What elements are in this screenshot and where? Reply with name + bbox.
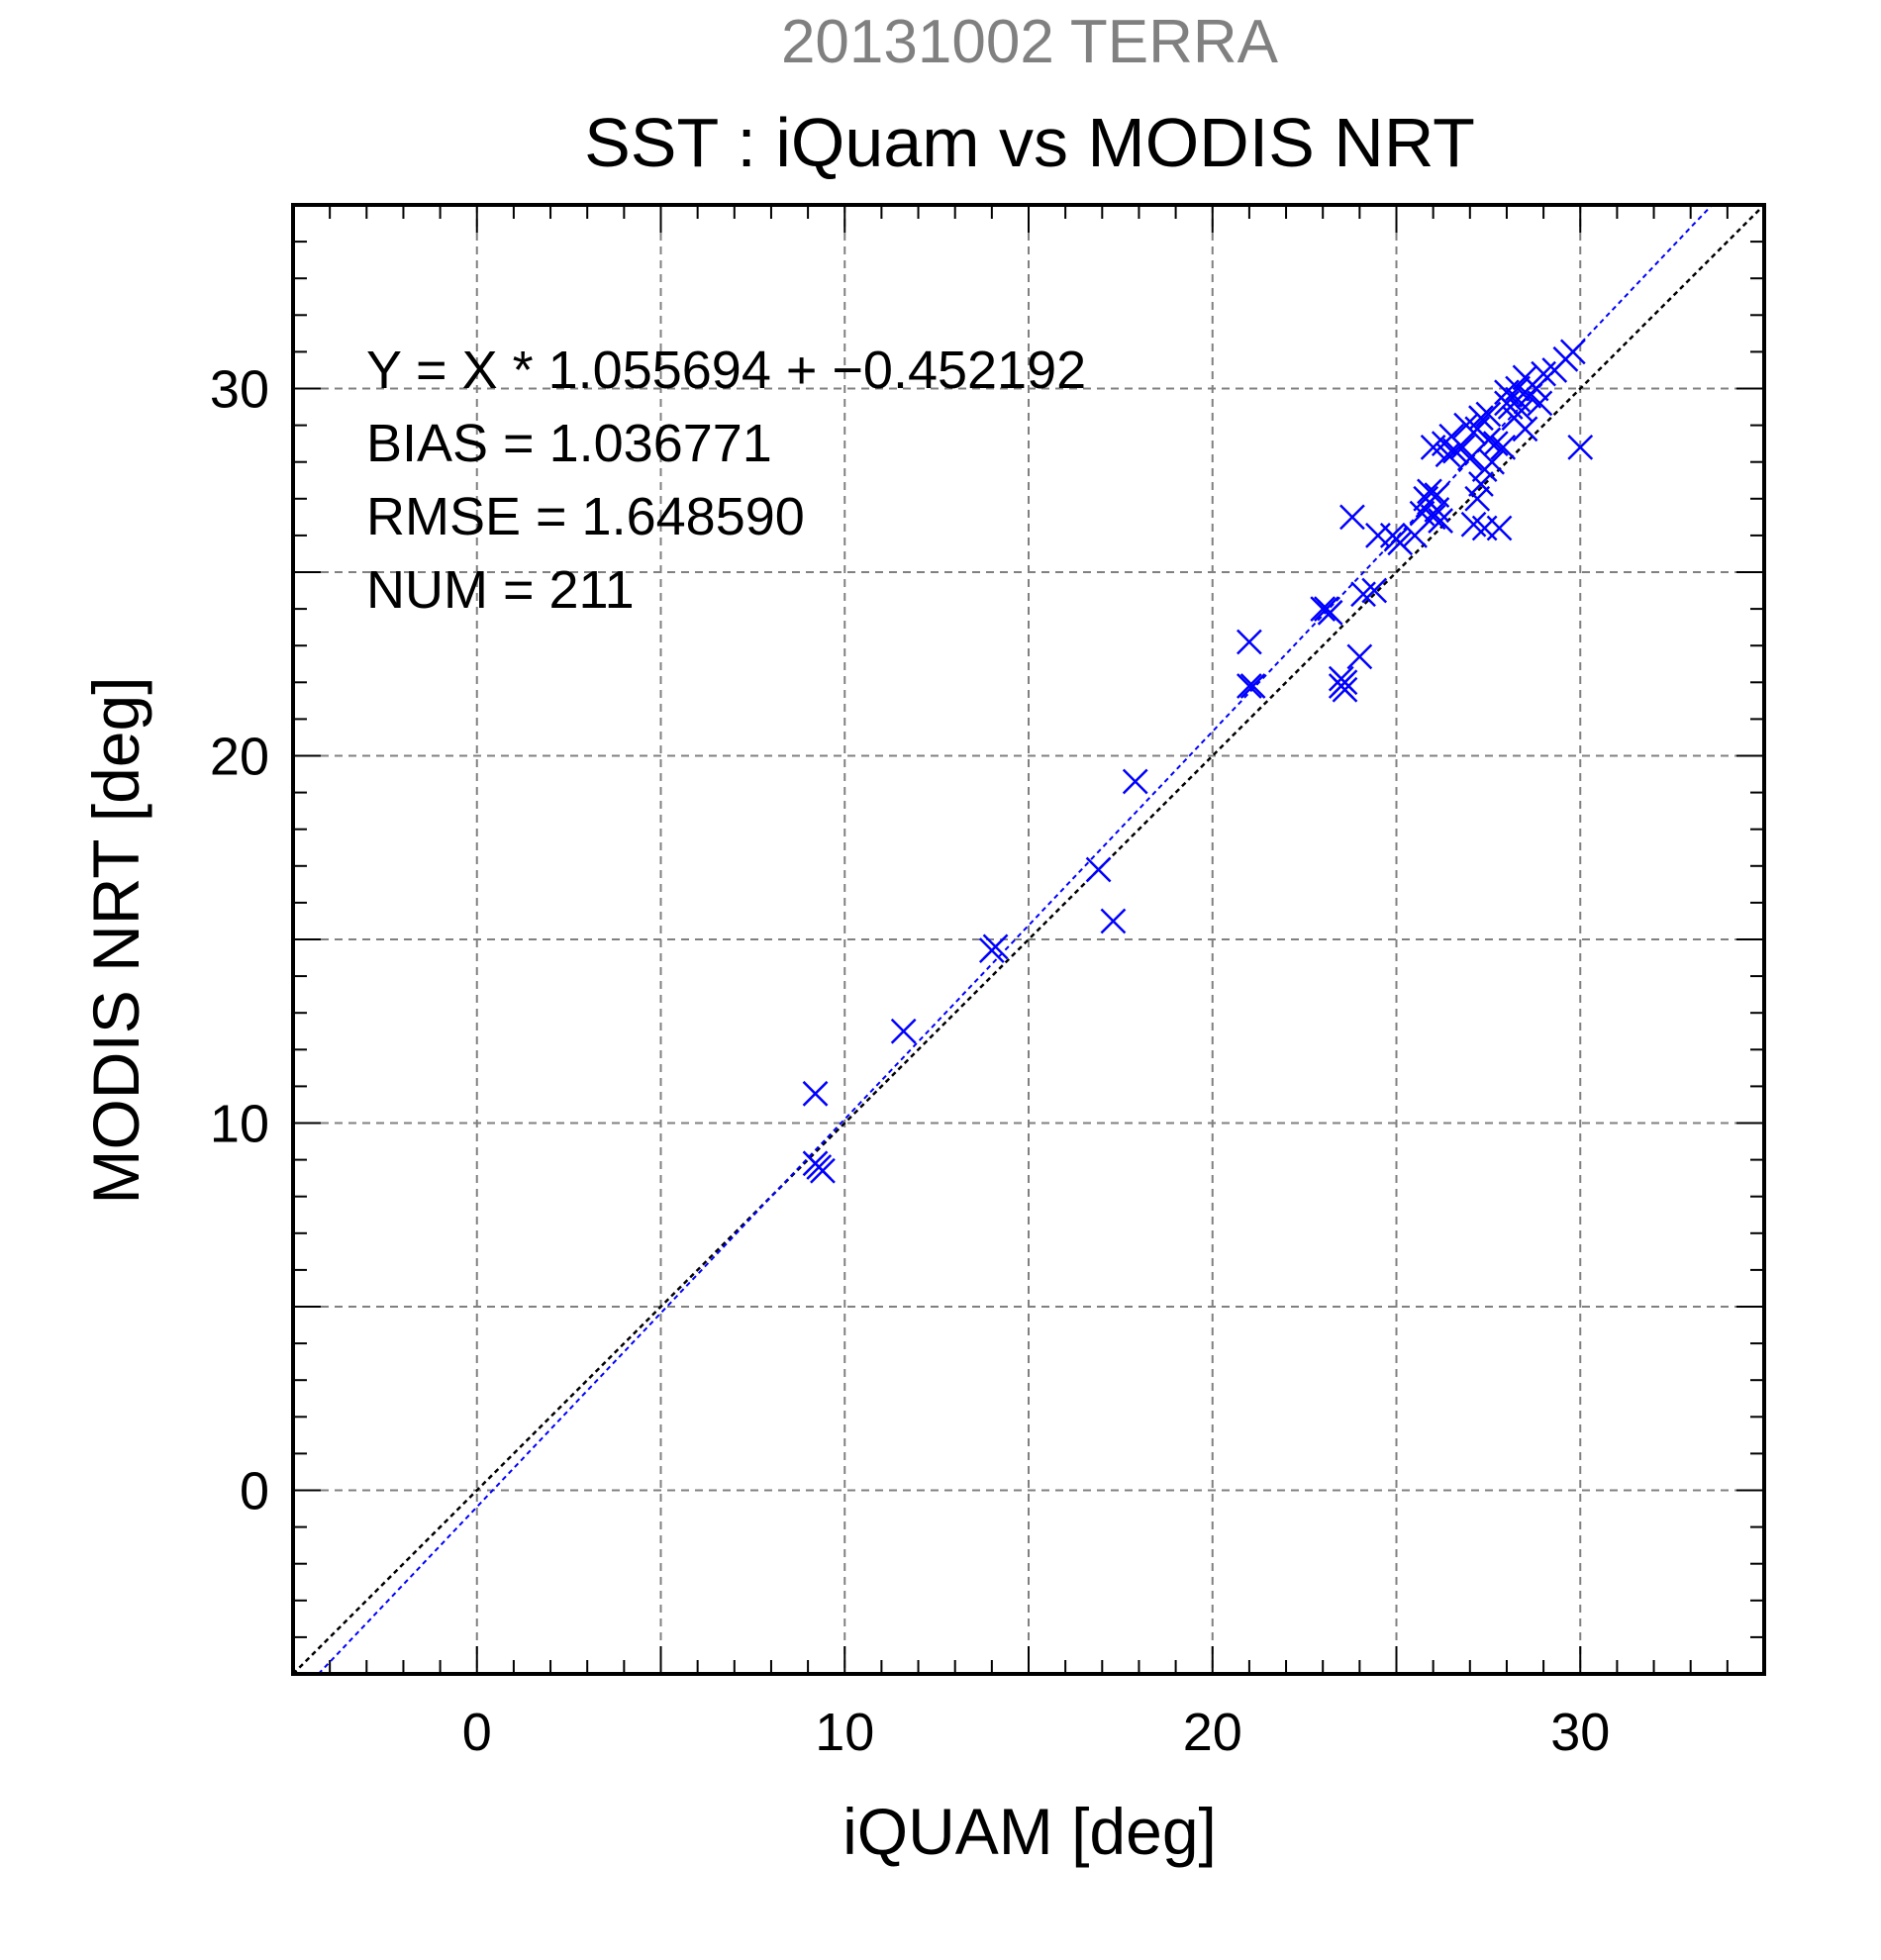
y-tick-label: 0 <box>240 1462 269 1521</box>
data-point <box>1468 471 1494 497</box>
minor-ticks <box>293 205 1764 1674</box>
chart-suptitle: 20131002 TERRA <box>781 8 1279 76</box>
data-point <box>1237 629 1262 655</box>
bias-text: BIAS = 1.036771 <box>366 414 772 473</box>
data-point <box>1339 504 1365 531</box>
data-point <box>890 1018 917 1044</box>
x-tick-label: 10 <box>815 1703 874 1762</box>
data-point <box>1486 515 1513 541</box>
data-point <box>1567 434 1594 460</box>
data-point <box>1237 673 1262 699</box>
data-point <box>1332 669 1358 696</box>
y-tick-labels: 0 10 20 30 <box>210 360 269 1521</box>
data-point <box>1490 434 1517 460</box>
data-point <box>802 1080 829 1107</box>
data-point <box>1332 676 1358 703</box>
data-point <box>1122 768 1148 795</box>
chart-title: SST : iQuam vs MODIS NRT <box>584 104 1475 181</box>
data-point <box>1100 908 1127 934</box>
data-points <box>802 339 1594 1184</box>
data-point <box>1387 530 1414 556</box>
x-tick-label: 30 <box>1550 1703 1610 1762</box>
x-tick-label: 20 <box>1183 1703 1242 1762</box>
data-point <box>1449 434 1476 460</box>
data-point <box>806 1154 833 1180</box>
identity-line <box>292 204 1765 1675</box>
data-point <box>1317 599 1343 626</box>
data-point <box>1417 478 1442 505</box>
data-point <box>1346 643 1373 670</box>
plot-frame <box>291 203 1766 1676</box>
x-axis-label: iQUAM [deg] <box>842 1795 1217 1868</box>
y-tick-label: 20 <box>210 728 269 787</box>
data-point <box>1464 485 1491 512</box>
data-point <box>1505 375 1531 402</box>
stats-annotation: Y = X * 1.055694 + −0.452192 BIAS = 1.03… <box>366 341 1086 620</box>
x-tick-labels: 0 10 20 30 <box>462 1703 1611 1762</box>
x-tick-label: 0 <box>462 1703 492 1762</box>
data-point <box>1361 577 1388 604</box>
rmse-text: RMSE = 1.648590 <box>366 487 805 546</box>
y-axis-label: MODIS NRT [deg] <box>79 676 152 1204</box>
data-point <box>1424 482 1450 508</box>
y-tick-label: 10 <box>210 1095 269 1154</box>
data-point <box>1310 596 1336 622</box>
y-tick-label: 30 <box>210 360 269 420</box>
data-point <box>1475 401 1502 428</box>
grid-lines <box>293 205 1764 1674</box>
data-point <box>982 933 1009 960</box>
data-point <box>1428 508 1453 534</box>
fit-equation: Y = X * 1.055694 + −0.452192 <box>366 341 1086 400</box>
data-point <box>1420 504 1446 531</box>
data-point <box>1482 431 1509 457</box>
data-point <box>1512 416 1538 442</box>
data-point <box>1085 856 1112 883</box>
data-point <box>1475 427 1502 453</box>
data-point <box>1468 405 1494 432</box>
data-point <box>1239 673 1266 699</box>
data-point <box>1527 390 1553 417</box>
data-point <box>1559 339 1586 365</box>
num-text: NUM = 211 <box>366 560 635 620</box>
